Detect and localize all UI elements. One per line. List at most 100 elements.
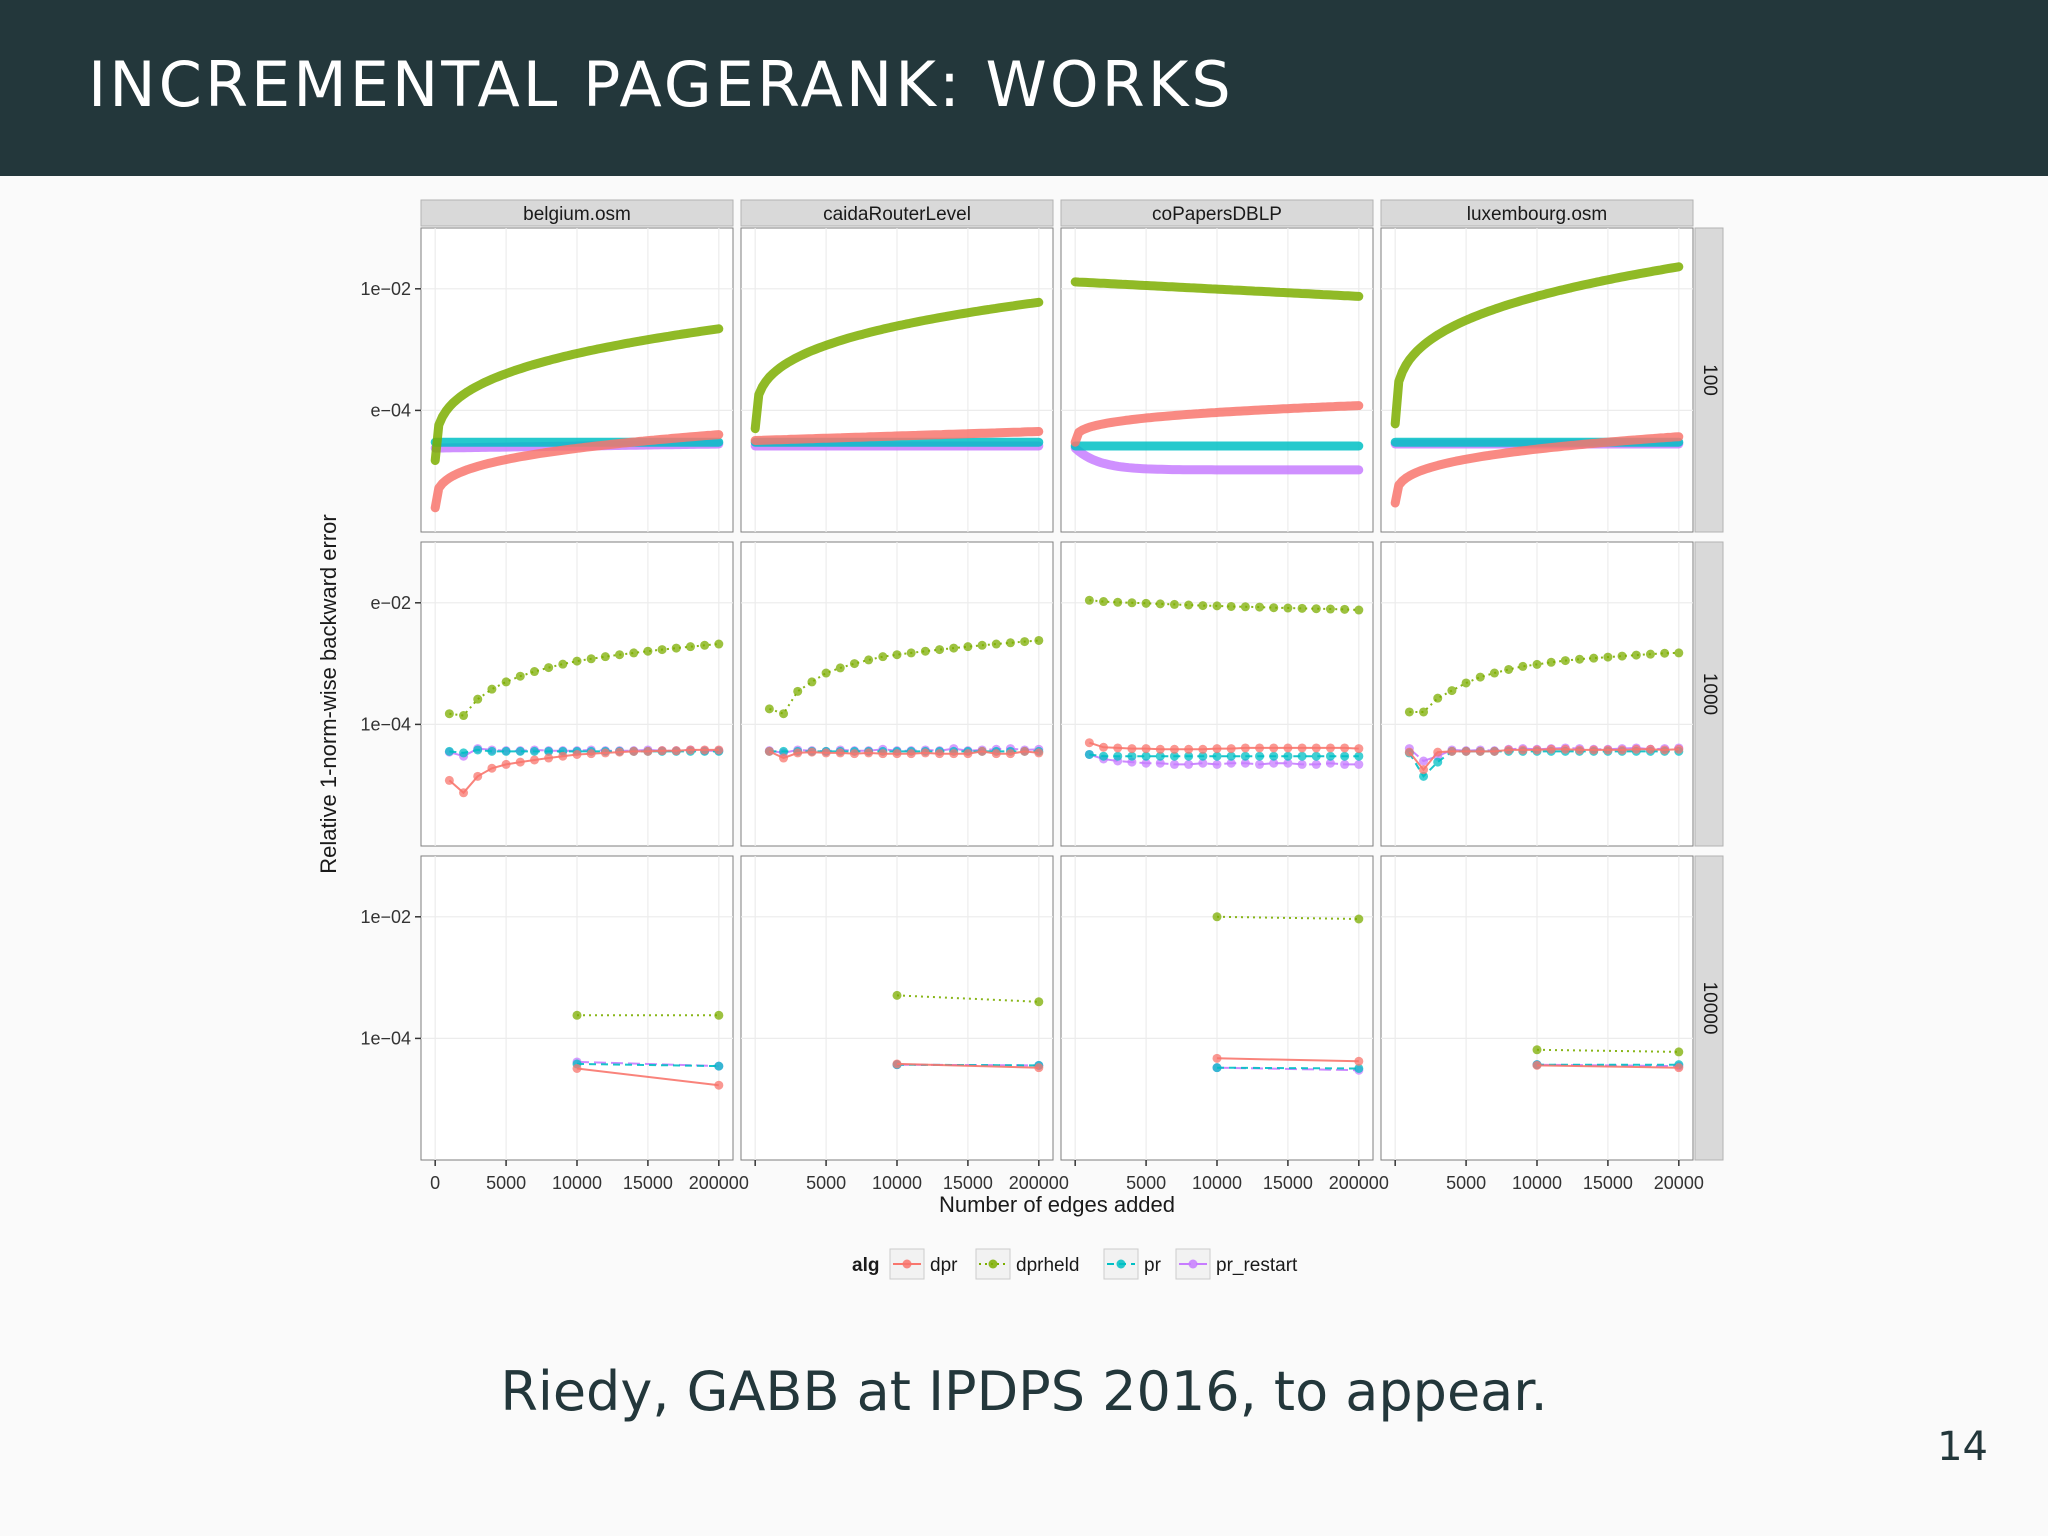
- data-point-dpr: [444, 775, 454, 785]
- data-point-dprheld: [1198, 601, 1208, 611]
- data-point-pr: [714, 1061, 724, 1071]
- data-point-dprheld: [1113, 597, 1123, 607]
- facet-strip-column: [740, 199, 1054, 227]
- x-tick-label: 15000: [1263, 1173, 1313, 1193]
- data-point-dpr: [1283, 743, 1293, 753]
- data-point-dprheld: [764, 704, 774, 714]
- data-point-pr: [1212, 1063, 1222, 1073]
- data-point-dprheld: [1354, 605, 1364, 615]
- data-point-dprheld: [529, 667, 539, 677]
- series-line-dprheld: [750, 297, 1044, 434]
- data-point-dprheld: [1034, 635, 1044, 645]
- y-tick-label: 1e−04: [360, 1028, 411, 1048]
- x-tick-label: 15000: [623, 1173, 673, 1193]
- data-point-dprheld: [1645, 649, 1655, 659]
- series-line-pr: [449, 748, 719, 754]
- data-point-dpr: [920, 748, 930, 758]
- data-point-dpr: [544, 753, 554, 763]
- data-point-pr_restart: [1419, 756, 1429, 766]
- series-line-dpr: [576, 1067, 719, 1087]
- data-point-dprheld: [793, 686, 803, 696]
- legend-label: dpr: [930, 1255, 958, 1276]
- data-point-dprheld: [501, 677, 511, 687]
- data-point-dprheld: [949, 643, 959, 653]
- data-point-pr: [1269, 751, 1279, 761]
- data-point-dprheld: [1504, 664, 1514, 674]
- data-point-dprheld: [572, 1010, 582, 1020]
- data-point-dpr: [764, 746, 774, 756]
- data-point-dprheld: [700, 640, 710, 650]
- data-point-dpr: [643, 746, 653, 756]
- data-point-dpr: [892, 749, 902, 759]
- legend-key-point: [1188, 1259, 1198, 1269]
- data-point-dpr: [501, 759, 511, 769]
- data-point-dprheld: [558, 659, 568, 669]
- data-point-dprheld: [1631, 650, 1641, 660]
- facet-strip-label: 1000: [1699, 673, 1720, 715]
- data-point-dprheld: [487, 684, 497, 694]
- data-point-dprheld: [1269, 603, 1279, 613]
- y-tick-label: e−02: [370, 593, 411, 613]
- data-point-pr_restart: [1226, 758, 1236, 768]
- data-point-dpr: [1354, 1056, 1364, 1066]
- data-point-dpr: [1617, 745, 1627, 755]
- data-point-dpr: [793, 748, 803, 758]
- x-tick-label: 5000: [486, 1173, 526, 1193]
- data-point-dprheld: [1674, 648, 1684, 658]
- legend-label: dprheld: [1016, 1255, 1079, 1276]
- data-point-dpr: [849, 749, 859, 759]
- data-point-dpr: [600, 748, 610, 758]
- data-point-pr_restart: [1169, 759, 1179, 769]
- slide-caption: Riedy, GABB at IPDPS 2016, to appear.: [500, 1360, 1548, 1423]
- data-point-dpr: [1311, 743, 1321, 753]
- data-point-pr: [473, 745, 483, 755]
- data-point-pr: [487, 746, 497, 756]
- facet-strip-label: coPapersDBLP: [1152, 204, 1282, 225]
- data-point-pr: [1433, 757, 1443, 767]
- data-point-dpr: [1674, 1063, 1684, 1073]
- x-tick-label: 10000: [552, 1173, 602, 1193]
- facet-strip-label: 10000: [1699, 982, 1720, 1035]
- data-point-dprheld: [1311, 604, 1321, 614]
- data-point-dprheld: [1447, 686, 1457, 696]
- data-point-dprheld: [1212, 912, 1222, 922]
- data-point-pr: [1155, 751, 1165, 761]
- x-tick-label: 5000: [1126, 1173, 1166, 1193]
- data-point-dpr: [906, 749, 916, 759]
- data-point-dpr: [835, 748, 845, 758]
- data-point-dpr: [1603, 745, 1613, 755]
- data-point-dprheld: [629, 648, 639, 658]
- legend-title: alg: [852, 1255, 879, 1276]
- data-point-pr: [1240, 751, 1250, 761]
- series-line-pr_restart: [1070, 443, 1364, 475]
- data-point-pr: [1141, 751, 1151, 761]
- data-point-dprheld: [835, 663, 845, 673]
- legend-key-point: [988, 1259, 998, 1269]
- data-point-dprheld: [685, 642, 695, 652]
- data-point-dprheld: [1034, 997, 1044, 1007]
- data-point-pr: [1113, 751, 1123, 761]
- data-point-pr: [1099, 751, 1109, 761]
- data-point-pr_restart: [1354, 759, 1364, 769]
- facet-strip-column: [420, 199, 734, 227]
- data-point-pr: [544, 746, 554, 756]
- data-point-pr_restart: [1269, 758, 1279, 768]
- series-line-pr: [1408, 750, 1679, 778]
- data-point-pr: [1169, 751, 1179, 761]
- series-line-dpr: [1070, 401, 1364, 447]
- data-point-dpr: [1518, 745, 1528, 755]
- data-point-dpr: [558, 751, 568, 761]
- data-point-dpr: [685, 745, 695, 755]
- series-line-dprheld: [1390, 262, 1684, 429]
- legend-label: pr: [1144, 1255, 1162, 1276]
- data-point-dprheld: [544, 663, 554, 673]
- data-point-dprheld: [1532, 1045, 1542, 1055]
- data-point-dprheld: [906, 648, 916, 658]
- data-point-dpr: [1084, 738, 1094, 748]
- facet-strip-label: luxembourg.osm: [1467, 204, 1607, 225]
- data-point-dprheld: [1518, 661, 1528, 671]
- facet-strip-label: 100: [1699, 364, 1720, 396]
- data-point-pr_restart: [1184, 759, 1194, 769]
- data-point-dprheld: [892, 990, 902, 1000]
- data-point-dpr: [1447, 746, 1457, 756]
